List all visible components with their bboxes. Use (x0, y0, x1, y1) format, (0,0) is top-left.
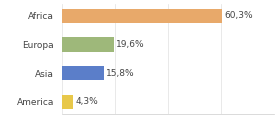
Text: 19,6%: 19,6% (116, 40, 144, 49)
Bar (62, 9, 222, 23)
Text: 4,3%: 4,3% (75, 97, 98, 106)
Bar (62, 37, 114, 52)
Text: 15,8%: 15,8% (106, 69, 134, 78)
Text: 60,3%: 60,3% (224, 11, 253, 20)
Bar (62, 66, 104, 80)
Bar (62, 95, 73, 109)
